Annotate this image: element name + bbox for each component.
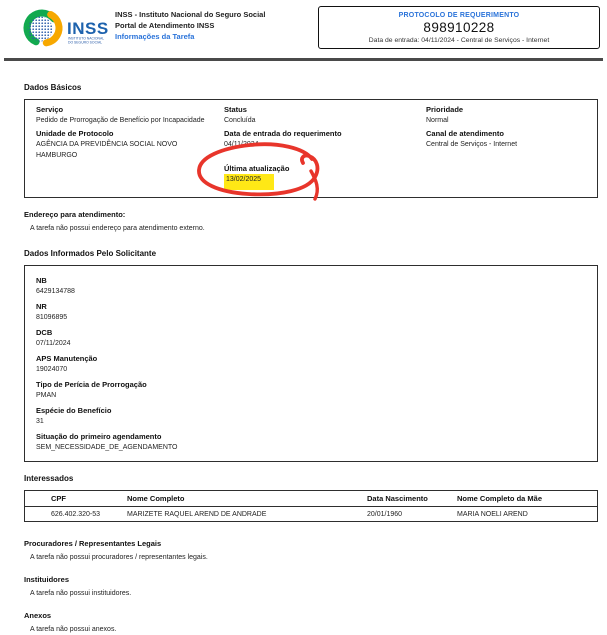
portal-name-line: Portal de Atendimento INSS [115, 21, 215, 30]
field-label: NR [36, 302, 47, 311]
interessados-title: Interessados [24, 474, 74, 483]
table-cell-mae: MARIA NOELI AREND [457, 510, 528, 518]
field-label: APS Manutenção [36, 354, 98, 363]
field-unidade-protocolo: Unidade de Protocolo AGÊNCIA DA PREVIDÊN… [36, 128, 224, 161]
field-canal-atendimento: Canal de atendimento Central de Serviços… [426, 128, 597, 161]
field-especie-beneficio: Espécie do Benefício 31 [36, 405, 597, 427]
field-label: Status [224, 105, 247, 114]
field-label: Canal de atendimento [426, 129, 504, 138]
field-value: Pedido de Prorrogação de Benefício por I… [36, 117, 205, 124]
field-status: Status Concluída [224, 104, 426, 126]
section-procuradores: Procuradores / Representantes Legais A t… [24, 539, 598, 563]
highlight-mark: 13/02/2025 [224, 174, 275, 190]
section-title: Instituidores [24, 575, 70, 584]
protocol-title: PROTOCOLO DE REQUERIMENTO [398, 12, 520, 19]
protocol-entry-line: Data de entrada: 04/11/2024 - Central de… [368, 37, 550, 44]
field-servico: Serviço Pedido de Prorrogação de Benefíc… [36, 104, 224, 126]
inss-wordmark: INSS [67, 19, 109, 38]
field-ultima-atualizacao: Última atualização 13/02/2025 [224, 163, 426, 190]
table-header-cell: Nome Completo [127, 494, 185, 503]
protocol-box: PROTOCOLO DE REQUERIMENTO 898910228 Data… [318, 6, 600, 49]
field-nr: NR 81096895 [36, 301, 597, 323]
inss-wordmark-subline2: DO SEGURO SOCIAL [68, 41, 102, 45]
field-label: Serviço [36, 105, 64, 114]
task-info-link[interactable]: Informações da Tarefa [115, 32, 195, 41]
inss-wordmark-subline1: INSTITUTO NACIONAL [68, 37, 104, 41]
field-value: 6429134788 [36, 288, 75, 295]
dados-solicitante-title: Dados Informados Pelo Solicitante [24, 249, 157, 258]
inss-logo: INSS INSTITUTO NACIONAL DO SEGURO SOCIAL [23, 9, 109, 47]
field-aps-manutencao: APS Manutenção 19024070 [36, 353, 597, 375]
field-label: Espécie do Benefício [36, 406, 112, 415]
table-header-cell: Nome Completo da Mãe [457, 494, 543, 503]
section-text: A tarefa não possui instituidores. [30, 590, 132, 597]
field-value: 07/11/2024 [36, 340, 71, 347]
field-label: Tipo de Perícia de Prorrogação [36, 380, 147, 389]
org-header: INSS - Instituto Nacional do Seguro Soci… [115, 9, 265, 42]
section-endereco: Endereço para atendimento: A tarefa não … [24, 210, 598, 234]
table-header-row: CPF Nome Completo Data Nascimento Nome C… [25, 491, 597, 507]
table-cell-nascimento: 20/01/1960 [367, 510, 403, 518]
field-value: AGÊNCIA DA PREVIDÊNCIA SOCIAL NOVO HAMBU… [36, 141, 178, 159]
field-value: Normal [426, 117, 449, 124]
field-tipo-pericia: Tipo de Perícia de Prorrogação PMAN [36, 379, 597, 401]
field-label: Situação do primeiro agendamento [36, 432, 162, 441]
field-label: Unidade de Protocolo [36, 129, 114, 138]
section-title: Procuradores / Representantes Legais [24, 539, 162, 548]
protocol-number: 898910228 [423, 20, 495, 35]
field-value: 81096895 [36, 314, 68, 321]
inss-globe-icon [23, 9, 63, 47]
field-value: PMAN [36, 392, 57, 399]
org-name-line: INSS - Instituto Nacional do Seguro Soci… [115, 10, 266, 19]
field-label: Última atualização [224, 164, 290, 173]
section-text: A tarefa não possui endereço para atendi… [30, 225, 205, 232]
table-cell-nome: MARIZETE RAQUEL AREND DE ANDRADE [127, 510, 267, 518]
document-page: INSS INSTITUTO NACIONAL DO SEGURO SOCIAL… [4, 6, 603, 633]
table-header-cell: CPF [51, 494, 66, 503]
content-area: Dados Básicos Serviço Pedido de Prorroga… [24, 76, 598, 635]
field-value: SEM_NECESSIDADE_DE_AGENDAMENTO [36, 444, 178, 451]
field-label: Prioridade [426, 105, 464, 114]
field-nb: NB 6429134788 [36, 275, 597, 297]
section-title: Anexos [24, 611, 52, 620]
section-anexos: Anexos A tarefa não possui anexos. [24, 611, 598, 635]
field-value: 31 [36, 418, 44, 425]
field-situacao-agendamento: Situação do primeiro agendamento SEM_NEC… [36, 431, 597, 453]
section-instituidores: Instituidores A tarefa não possui instit… [24, 575, 598, 599]
field-label: NB [36, 276, 47, 285]
dados-basicos-title: Dados Básicos [24, 83, 82, 92]
section-text: A tarefa não possui anexos. [30, 626, 117, 633]
header-divider [4, 58, 603, 61]
table-cell-cpf: 626.402.320-53 [51, 510, 101, 518]
field-value: Central de Serviços - Internet [426, 141, 518, 148]
table-row: 626.402.320-53 MARIZETE RAQUEL AREND DE … [25, 507, 597, 521]
dados-basicos-box: Serviço Pedido de Prorrogação de Benefíc… [24, 99, 598, 198]
section-title: Endereço para atendimento: [24, 210, 126, 219]
section-text: A tarefa não possui procuradores / repre… [30, 554, 208, 561]
interessados-table: CPF Nome Completo Data Nascimento Nome C… [24, 490, 598, 522]
field-label: DCB [36, 328, 53, 337]
field-label: Data de entrada do requerimento [224, 129, 342, 138]
field-prioridade: Prioridade Normal [426, 104, 597, 126]
field-value: 04/11/2024 [224, 141, 259, 148]
field-data-entrada: Data de entrada do requerimento 04/11/20… [224, 128, 426, 161]
field-value: 19024070 [36, 366, 68, 373]
table-header-cell: Data Nascimento [367, 494, 428, 503]
dados-solicitante-box: NB 6429134788 NR 81096895 DCB 07/11/2024… [24, 265, 598, 462]
field-dcb: DCB 07/11/2024 [36, 327, 597, 349]
field-value: Concluída [224, 117, 256, 124]
